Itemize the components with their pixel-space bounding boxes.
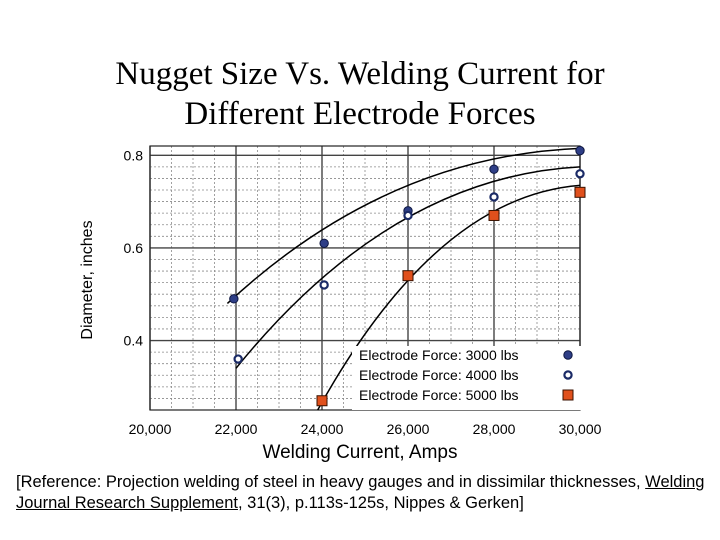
data-point-series-2 — [233, 354, 243, 364]
trend-curves — [226, 147, 581, 411]
x-tick-label: 26,000 — [387, 421, 430, 437]
y-tick-label: 0.6 — [124, 240, 144, 256]
legend: Electrode Force: 3000 lbs Electrode Force… — [359, 347, 574, 403]
legend-label-1: Electrode Force: 3000 lbs — [359, 347, 519, 363]
legend-box — [352, 346, 586, 410]
data-point-series-1 — [489, 164, 499, 174]
legend-marker-1 — [563, 350, 573, 360]
data-point-series-3 — [574, 186, 586, 198]
trend-curve-3 — [317, 184, 581, 411]
data-point-series-3 — [402, 270, 414, 282]
data-point-series-1 — [319, 238, 329, 248]
x-tick-label: 22,000 — [215, 421, 258, 437]
x-tick-label: 20,000 — [129, 421, 172, 437]
data-point-series-2 — [403, 210, 413, 221]
legend-label-2: Electrode Force: 4000 lbs — [359, 367, 519, 383]
x-tick-label: 30,000 — [559, 421, 602, 437]
legend-marker-3 — [562, 389, 574, 401]
data-point-series-1 — [229, 294, 239, 304]
reference-citation: [Reference: Projection welding of steel … — [16, 472, 706, 514]
data-point-series-2 — [575, 169, 585, 179]
y-tick-label: 0.8 — [124, 147, 144, 163]
legend-marker-2 — [563, 370, 573, 380]
chart: 20,000 22,000 24,000 26,000 28,000 30,000 0.4 0… — [79, 145, 602, 463]
x-tick-label: 28,000 — [473, 421, 516, 437]
data-point-series-2 — [489, 192, 499, 202]
trend-curve-1 — [226, 147, 581, 305]
data-point-series-3 — [316, 395, 328, 407]
y-tick-label: 0.4 — [124, 333, 144, 349]
x-axis-label: Welding Current, Amps — [262, 442, 457, 463]
reference-text-end: , 31(3), p.113s-125s, Nippes & Gerken] — [237, 494, 524, 512]
chart-title: Nugget Size Vs. Welding Current for Diff… — [0, 54, 720, 134]
trend-curve-2 — [235, 166, 581, 369]
legend-label-3: Electrode Force: 5000 lbs — [359, 387, 519, 403]
y-axis-label: Diameter, inches — [79, 220, 96, 339]
data-points — [229, 145, 586, 407]
data-point-series-2 — [319, 280, 329, 290]
reference-text-start: [Reference: Projection welding of steel … — [16, 473, 646, 491]
x-tick-label: 24,000 — [301, 421, 344, 437]
data-point-series-3 — [488, 209, 500, 221]
reference-journal: Welding Journal Research Supplement — [16, 473, 705, 512]
data-point-series-1 — [575, 145, 585, 156]
chart-title-line-2: Different Electrode Forces — [184, 96, 536, 132]
tick-labels: 20,000 22,000 24,000 26,000 28,000 30,000 0.4 0… — [124, 147, 602, 437]
chart-title-line-1: Nugget Size Vs. Welding Current for — [115, 56, 605, 92]
legend-background — [352, 346, 586, 410]
